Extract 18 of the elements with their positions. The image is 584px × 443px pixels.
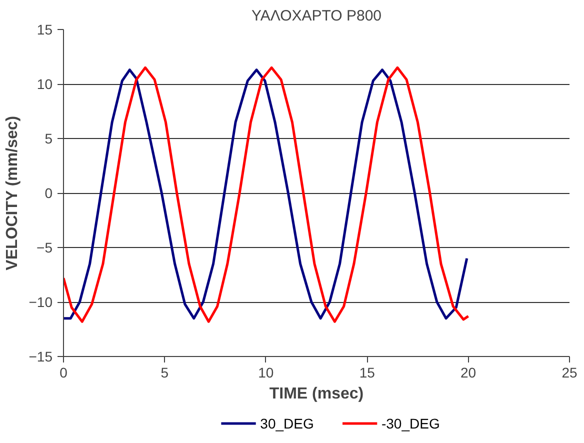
- x-tick-label: 10: [258, 364, 274, 380]
- x-axis-title: TIME (msec): [269, 386, 364, 402]
- x-tick-label: 15: [359, 364, 376, 380]
- legend-label: 30_DEG: [260, 416, 314, 432]
- x-tick-label: 20: [460, 364, 476, 380]
- legend-label: -30_DEG: [381, 416, 440, 432]
- y-tick-label: −5: [36, 240, 53, 256]
- y-tick-label: 15: [36, 22, 53, 38]
- y-tick-label: −10: [28, 294, 53, 310]
- y-tick-label: 5: [44, 130, 53, 146]
- y-tick-label: 0: [44, 185, 53, 201]
- x-tick-label: 25: [562, 364, 578, 380]
- x-tick-label: 5: [160, 364, 169, 380]
- y-axis-title: VELOCITY (mm/sec): [4, 116, 21, 270]
- y-tick-label: 10: [36, 76, 53, 92]
- x-tick-label: 0: [60, 364, 68, 380]
- y-tick-label: −15: [28, 348, 53, 364]
- chart-title: ΥΑΛΟΧΑΡΤΟ P800: [251, 8, 382, 24]
